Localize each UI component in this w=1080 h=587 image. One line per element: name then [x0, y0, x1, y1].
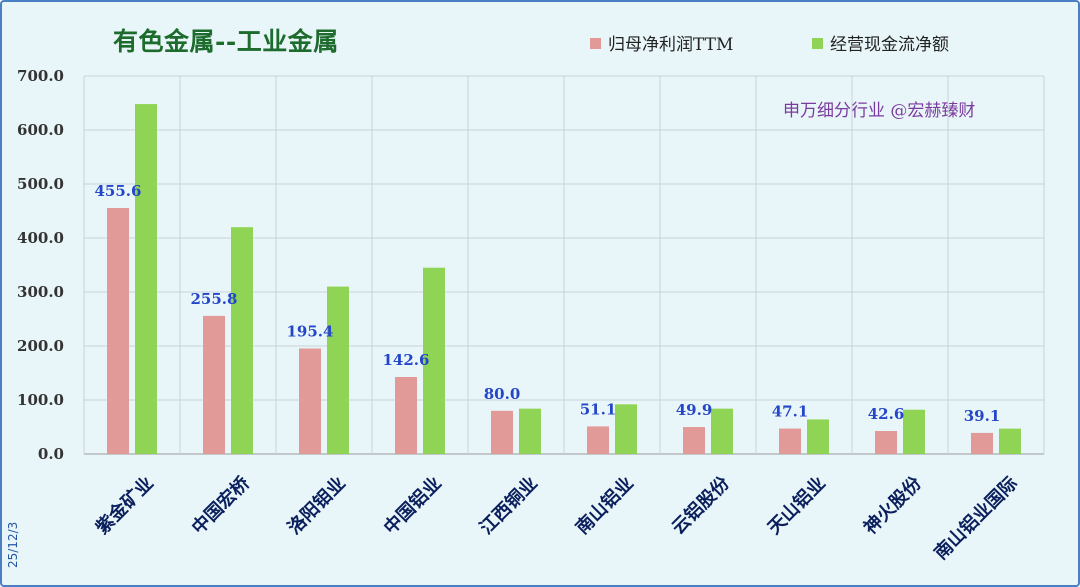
- chart-title: 有色金属--工业金属: [113, 27, 339, 56]
- bar-cashflow: [615, 404, 637, 454]
- bar-profit: [779, 428, 801, 454]
- x-tick-label: 洛阳钼业: [283, 472, 349, 538]
- x-tick-label: 南山铝业国际: [930, 472, 1022, 564]
- bar-cashflow: [519, 408, 541, 454]
- bar-cashflow: [327, 286, 349, 454]
- data-label-profit: 455.6: [95, 182, 142, 200]
- data-label-profit: 51.1: [580, 400, 617, 418]
- bar-cashflow: [711, 408, 733, 454]
- x-tick-label: 江西铜业: [475, 472, 541, 538]
- data-label-profit: 39.1: [964, 407, 1001, 425]
- data-label-profit: 195.4: [287, 322, 334, 340]
- source-annotation: 申万细分行业 @宏赫臻财: [783, 101, 976, 121]
- bar-profit: [395, 376, 417, 454]
- x-tick-label: 云铝股份: [667, 471, 734, 538]
- legend-label-profit: 归母净利润TTM: [608, 35, 734, 55]
- x-tick-label: 中国铝业: [379, 472, 445, 538]
- y-tick-label: 700.0: [17, 67, 64, 85]
- bar-profit: [587, 426, 609, 454]
- bar-profit: [299, 348, 321, 454]
- legend-item-cashflow: 经营现金流净额: [812, 30, 949, 55]
- bar-cashflow: [807, 419, 829, 454]
- y-tick-label: 600.0: [17, 121, 64, 139]
- bar-cashflow: [231, 227, 253, 454]
- x-tick-label: 中国宏桥: [187, 471, 254, 538]
- bar-cashflow: [999, 428, 1021, 454]
- data-label-profit: 47.1: [772, 403, 809, 421]
- legend-swatch-cashflow: [812, 38, 823, 49]
- y-tick-label: 500.0: [17, 175, 64, 193]
- x-tick-label: 紫金矿业: [91, 472, 157, 538]
- bar-cashflow: [423, 267, 445, 454]
- x-tick-label: 神火股份: [859, 471, 926, 538]
- y-tick-label: 0.0: [38, 445, 64, 463]
- bar-profit: [683, 427, 705, 454]
- legend-item-profit: 归母净利润TTM: [590, 30, 733, 55]
- bar-profit: [107, 207, 129, 454]
- y-tick-label: 100.0: [17, 391, 64, 409]
- legend-swatch-profit: [590, 38, 601, 49]
- x-tick-label: 天山铝业: [763, 472, 829, 538]
- y-tick-label: 300.0: [17, 283, 64, 301]
- y-tick-label: 200.0: [17, 337, 64, 355]
- data-label-profit: 49.9: [676, 401, 713, 419]
- y-tick-label: 400.0: [17, 229, 64, 247]
- legend-label-cashflow: 经营现金流净额: [830, 35, 949, 55]
- x-tick-label: 南山铝业: [571, 472, 637, 538]
- data-label-profit: 255.8: [191, 290, 238, 308]
- bar-profit: [203, 315, 225, 454]
- data-label-profit: 80.0: [484, 385, 521, 403]
- bar-profit: [971, 432, 993, 454]
- bar-profit: [875, 430, 897, 454]
- bar-cashflow: [135, 104, 157, 454]
- bar-profit: [491, 410, 513, 454]
- data-label-profit: 42.6: [868, 405, 905, 423]
- data-label-profit: 142.6: [383, 351, 430, 369]
- bar-cashflow: [903, 409, 925, 454]
